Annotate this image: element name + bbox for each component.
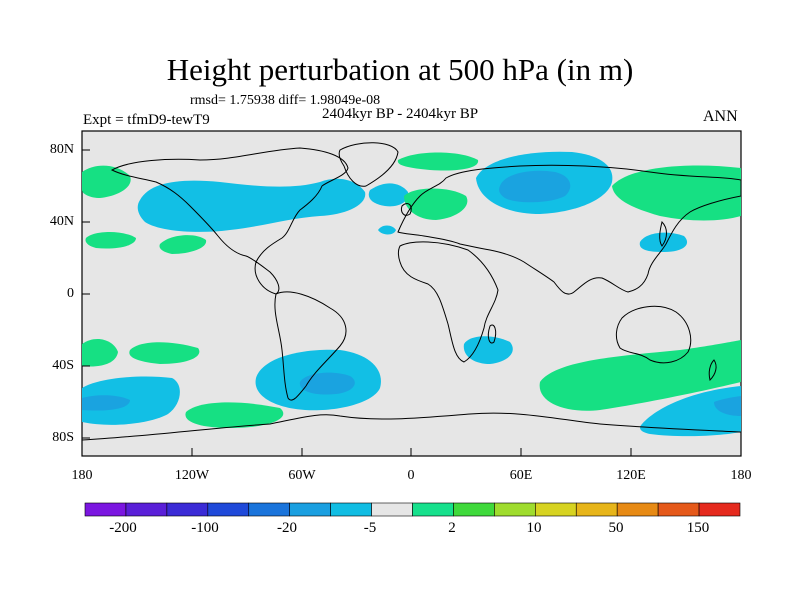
colorbar-swatch xyxy=(166,502,209,517)
blue-region-southern-atlantic-core xyxy=(299,372,355,395)
coast-uk xyxy=(401,203,412,216)
lon-tick-120w: 120W xyxy=(174,468,210,483)
green-region-east-pacific xyxy=(159,235,207,254)
positive-anomaly-regions xyxy=(82,152,741,428)
season-label: ANN xyxy=(703,108,738,125)
lon-tick-60w: 60W xyxy=(288,468,316,483)
colorbar xyxy=(84,502,741,517)
lon-tick-180-west: 180 xyxy=(71,468,93,483)
experiment-label: Expt = tfmD9-tewT9 xyxy=(83,112,210,128)
coast-new-zealand xyxy=(708,359,717,381)
green-region-alaska xyxy=(82,165,131,198)
colorbar-swatch xyxy=(84,502,127,517)
coast-japan xyxy=(659,221,667,247)
colorbar-swatch xyxy=(207,502,250,517)
colorbar-swatch xyxy=(412,502,454,517)
coast-madagascar xyxy=(487,324,497,344)
colorbar-swatch xyxy=(125,502,168,517)
green-region-indian-ocean xyxy=(539,340,741,411)
colorbar-swatch xyxy=(371,502,413,517)
coast-south-america xyxy=(274,291,347,401)
lon-tick-60e: 60E xyxy=(509,468,533,483)
blue-region-siberia-core xyxy=(499,170,571,203)
coast-antarctica xyxy=(82,412,741,441)
colorbar-label-minus-200: -200 xyxy=(109,520,137,536)
colorbar-swatch xyxy=(289,502,331,517)
colorbar-label-minus-5: -5 xyxy=(363,520,377,536)
blue-region-south-pacific-east-core xyxy=(714,396,741,416)
axis-ticks xyxy=(81,149,742,456)
lat-tick-40s: 40S xyxy=(52,358,74,373)
colorbar-swatch xyxy=(453,502,495,517)
green-region-east-siberia xyxy=(612,165,741,221)
colorbar-label-2: 2 xyxy=(448,520,456,536)
blue-region-south-pacific-west xyxy=(82,376,180,425)
colorbar-label-10: 10 xyxy=(526,520,542,536)
coastlines xyxy=(82,142,741,441)
colorbar-label-minus-100: -100 xyxy=(191,520,219,536)
green-region-south-pacific-40s xyxy=(129,342,200,364)
coast-greenland xyxy=(338,142,399,187)
coast-eurasia xyxy=(397,164,741,295)
blue-region-south-pacific-east xyxy=(640,386,741,437)
blue-region-atlantic-small xyxy=(378,225,396,235)
colorbar-swatch xyxy=(248,502,290,517)
colorbar-swatch xyxy=(616,502,659,517)
blue-region-south-pacific-west-core xyxy=(82,395,130,411)
blue-region-japan xyxy=(639,232,688,252)
lon-tick-180-east: 180 xyxy=(730,468,752,483)
colorbar-swatch xyxy=(698,502,741,517)
colorbar-swatch xyxy=(494,502,536,517)
blue-region-north-pacific-america xyxy=(137,178,366,232)
green-region-south-pacific-60s xyxy=(185,402,284,428)
blue-region-greenland xyxy=(368,183,409,207)
colorbar-swatch xyxy=(330,502,372,517)
lat-tick-80n: 80N xyxy=(49,142,74,157)
colorbar-swatch xyxy=(575,502,618,517)
lat-tick-40n: 40N xyxy=(49,214,74,229)
rmsd-diff-stats: rmsd= 1.75938 diff= 1.98049e-08 xyxy=(190,93,381,108)
blue-region-madagascar xyxy=(463,336,513,364)
lon-tick-120e: 120E xyxy=(616,468,646,483)
lat-tick-0: 0 xyxy=(67,286,74,301)
coast-africa xyxy=(398,241,499,363)
lat-tick-80s: 80S xyxy=(52,430,74,445)
colorbar-swatch xyxy=(535,502,577,517)
lon-tick-0: 0 xyxy=(407,468,415,483)
plot-title: Height perturbation at 500 hPa (in m) xyxy=(166,52,634,87)
coast-australia xyxy=(615,305,692,364)
period-label: 2404kyr BP - 2404kyr BP xyxy=(322,106,479,122)
colorbar-swatch xyxy=(657,502,700,517)
colorbar-label-50: 50 xyxy=(608,520,624,536)
green-region-south-pacific-west-north xyxy=(82,338,118,367)
green-region-pacific-40n xyxy=(85,232,136,249)
green-region-russia-arctic xyxy=(397,152,479,171)
coast-north-america xyxy=(110,147,349,295)
colorbar-label-minus-20: -20 xyxy=(277,520,297,536)
colorbar-label-150: 150 xyxy=(686,520,710,536)
